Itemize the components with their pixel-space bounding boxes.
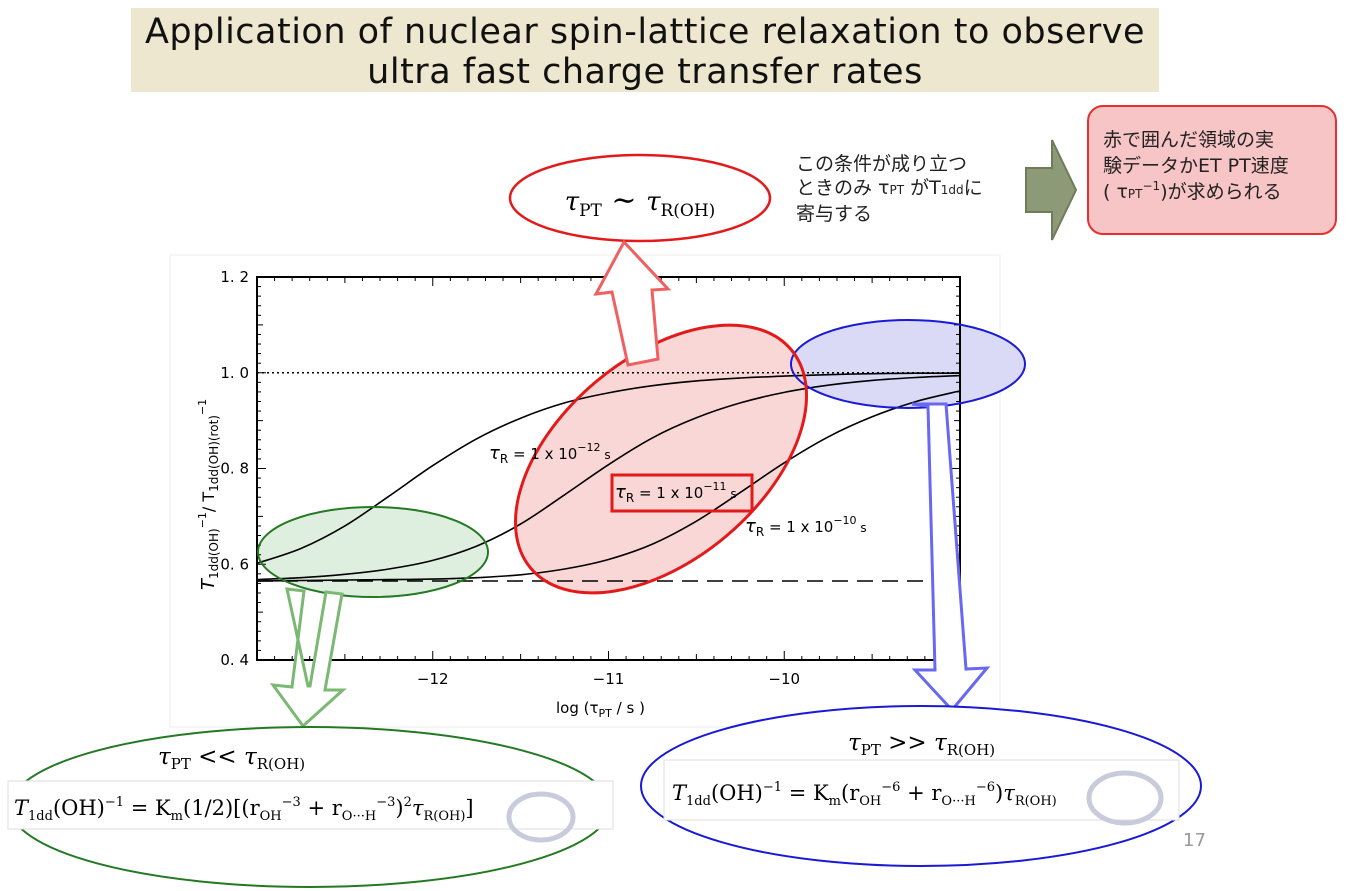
y-tick-label: 0. 6 (220, 555, 249, 573)
callout-line-2: 験データかET PT速度 (1103, 155, 1289, 177)
slide-title-line-2: ultra fast charge transfer rates (367, 52, 923, 92)
curve-tau-r-1e-12 (256, 372, 961, 565)
callout-arrow (1025, 139, 1078, 241)
result-callout: 赤で囲んだ領域の実 験データかET PT速度 ( τPT−1)が求められる (1087, 105, 1337, 235)
condition-low-limit: τPT << τR(OH) (158, 744, 305, 773)
high-limit-region-outline (790, 319, 1026, 409)
callout-line-3: ( τPT−1)が求められる (1103, 179, 1329, 207)
note-tau-sub: PT (889, 183, 905, 197)
curve-label-1e-10: τR = 1 x 10−10 s (745, 514, 867, 539)
condition-note-line-1: この条件が成り立つ (796, 153, 968, 175)
high-limit-region-fill (791, 320, 1025, 408)
curves (256, 372, 961, 582)
low-limit-region-outline (257, 506, 489, 598)
curve-tau-r-1e-11 (256, 374, 961, 581)
condition-note-line-3: 寄与する (796, 203, 873, 225)
crossover-arrow (593, 239, 672, 367)
note-tau: ときのみ τ (796, 177, 890, 199)
callout-tail: )が求められる (1160, 181, 1282, 203)
page-number: 17 (1183, 830, 1206, 851)
callout-tau: ( τ (1103, 181, 1128, 203)
y-axis-label: T1dd(OH)−1/ T1dd(OH)(rot)−1 (196, 399, 221, 590)
curve-tau-r-1e-10 (256, 390, 961, 582)
condition-note-line-2: ときのみ τPT がT1ddに (796, 176, 983, 202)
low-limit-tau-highlight (506, 791, 576, 843)
crossover-region-outline (513, 323, 809, 595)
x-axis-label: log (τPT / s ) (556, 699, 645, 720)
low-limit-arrow (269, 587, 347, 729)
curve-label-1e-12: τR = 1 x 10−12 s (489, 441, 611, 466)
callout-line-1: 赤で囲んだ領域の実 (1103, 129, 1275, 151)
note-t-sub: 1dd (940, 183, 964, 197)
x-tick-label: −12 (417, 670, 449, 688)
note-text-ga: がT (904, 177, 941, 199)
high-limit-equation: T1dd(OH)−1 = Km(rOH−6 + rO···H−6)τR(OH) (672, 780, 1057, 809)
condition-crossover: τPT ∼ τR(OH) (565, 183, 716, 221)
x-tick-label: −11 (593, 670, 625, 688)
low-limit-region-fill (258, 507, 488, 597)
y-tick-label: 1. 0 (220, 364, 249, 382)
x-tick-label: −10 (768, 670, 800, 688)
note-text-ni: に (963, 177, 983, 199)
crossover-region-fill (515, 325, 807, 593)
callout-tau-exp: −1 (1142, 179, 1161, 193)
slide-title-line-1: Application of nuclear spin-lattice rela… (144, 12, 1146, 52)
y-tick-label: 0. 4 (220, 651, 249, 669)
low-limit-equation: T1dd(OH)−1 = Km(1/2)[(rOH−3 + rO···H−3)2… (14, 795, 474, 824)
highlight-box-1e-11 (610, 473, 754, 513)
high-limit-arrow (911, 402, 991, 713)
condition-high-limit: τPT >> τR(OH) (848, 730, 995, 759)
curve-label-1e-11: τR = 1 x 10−11 s (615, 480, 737, 505)
title-banner: Application of nuclear spin-lattice rela… (131, 8, 1159, 92)
callout-tau-sub: PT (1127, 187, 1143, 201)
y-tick-label: 1. 2 (220, 268, 249, 286)
high-limit-tau-highlight (1086, 770, 1164, 826)
condition-note: この条件が成り立つ ときのみ τPT がT1ddに 寄与する (796, 152, 983, 226)
condition-crossover-ellipse (508, 153, 772, 243)
y-tick-label: 0. 8 (220, 460, 249, 478)
